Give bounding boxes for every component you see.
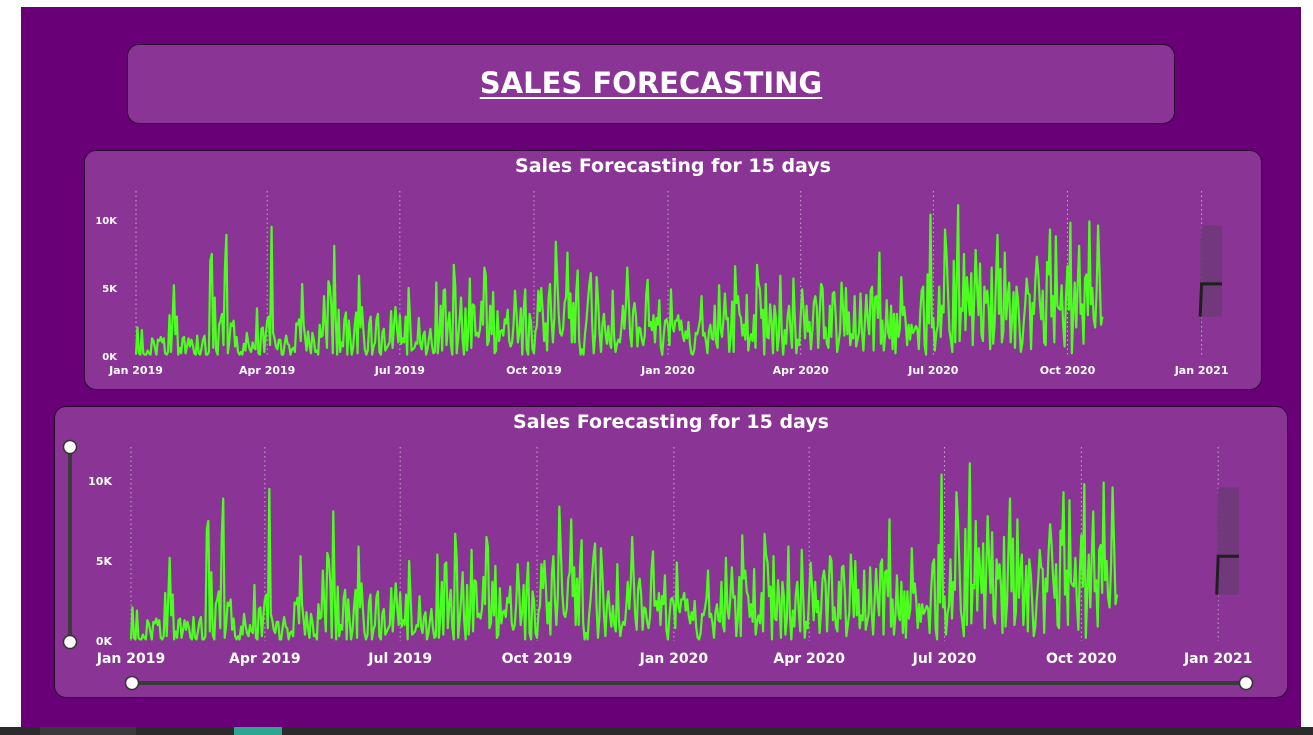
- x-tick-label: Oct 2020: [1046, 651, 1117, 667]
- y-tick-label: 10K: [88, 475, 112, 488]
- chart-panel-1[interactable]: Sales Forecasting for 15 days Jan 2019 Ap…: [84, 150, 1262, 390]
- y-tick-label: 5K: [96, 555, 113, 568]
- taskbar-active-item[interactable]: [234, 727, 282, 735]
- x-tick-label: Oct 2019: [506, 364, 562, 377]
- x-tick-label: Oct 2020: [1040, 364, 1096, 377]
- x-tick-label: Jan 2020: [639, 651, 709, 667]
- chart-title: Sales Forecasting for 15 days: [513, 411, 829, 433]
- y-tick-label: 5K: [102, 284, 118, 295]
- y-tick-label: 10K: [95, 216, 118, 227]
- x-tick-label: Jul 2020: [907, 364, 958, 377]
- x-tick-label: Jul 2020: [912, 651, 977, 667]
- y-range-slider-min-handle[interactable]: [62, 634, 78, 650]
- x-tick-label: Jan 2020: [640, 364, 695, 377]
- x-range-slider-start-handle[interactable]: [124, 675, 140, 691]
- chart-title: Sales Forecasting for 15 days: [515, 155, 831, 177]
- chart-panel-2[interactable]: Sales Forecasting for 15 days Jan 2019 Ap…: [54, 406, 1288, 698]
- x-tick-label: Jan 2019: [96, 651, 165, 667]
- taskbar-item[interactable]: [40, 727, 136, 735]
- x-tick-label: Oct 2019: [502, 651, 573, 667]
- page-title: SALES FORECASTING: [479, 66, 823, 100]
- x-tick-label: Apr 2019: [229, 651, 301, 667]
- sales-series-line[interactable]: [129, 462, 1119, 641]
- x-tick-label: Jul 2019: [367, 651, 432, 667]
- forecast-line[interactable]: [1198, 282, 1222, 317]
- y-tick-label: 0K: [96, 635, 113, 648]
- y-range-slider-max-handle[interactable]: [62, 439, 78, 455]
- sales-series-line[interactable]: [134, 203, 1104, 356]
- line-chart-2[interactable]: Jan 2019 Apr 2019 Jul 2019 Oct 2019 Jan 2020…: [55, 407, 1289, 699]
- x-tick-label: Jan 2021: [1183, 651, 1252, 667]
- x-tick-label: Jan 2021: [1174, 364, 1229, 377]
- x-range-slider-end-handle[interactable]: [1238, 675, 1254, 691]
- report-canvas: SALES FORECASTING Sales Forecasting for …: [21, 7, 1301, 727]
- y-tick-label: 0K: [102, 352, 118, 363]
- x-tick-label: Apr 2020: [773, 364, 830, 377]
- x-tick-label: Apr 2019: [239, 364, 295, 377]
- x-tick-label: Jan 2019: [108, 364, 163, 377]
- taskbar: [0, 727, 1313, 735]
- line-chart-1[interactable]: Jan 2019 Apr 2019 Jul 2019 Oct 2019 Jan 2020…: [85, 151, 1263, 391]
- forecast-line[interactable]: [1215, 554, 1239, 595]
- x-tick-label: Apr 2020: [773, 651, 845, 667]
- title-panel: SALES FORECASTING: [127, 44, 1175, 124]
- x-tick-label: Jul 2019: [374, 364, 425, 377]
